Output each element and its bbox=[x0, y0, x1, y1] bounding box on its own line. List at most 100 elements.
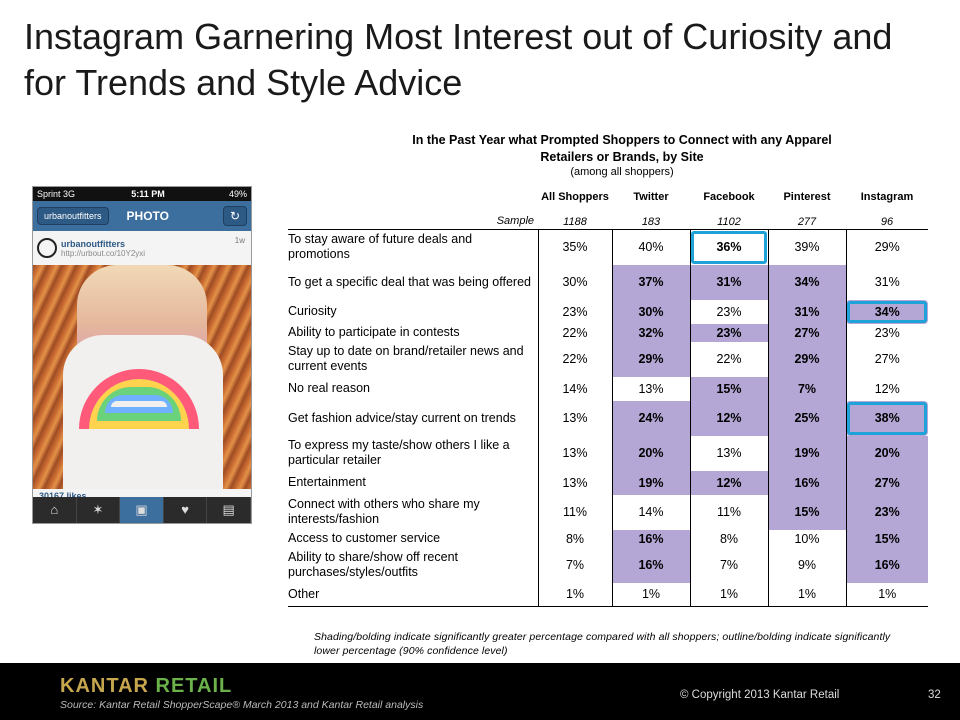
table-cell: 23% bbox=[537, 299, 612, 324]
column-header: Twitter bbox=[633, 191, 669, 203]
slide-title: Instagram Garnering Most Interest out of… bbox=[24, 16, 893, 103]
row-label: Curiosity bbox=[288, 304, 337, 318]
table-cell: 22% bbox=[689, 341, 768, 377]
row-label: No real reason bbox=[288, 381, 370, 395]
column-header: Pinterest bbox=[783, 191, 831, 203]
logo-text-kantar: KANTAR bbox=[60, 675, 149, 697]
table-row: Curiosity 23% 30% 23% 31% 34% bbox=[288, 299, 928, 324]
table-cell-high: 31% bbox=[689, 264, 768, 300]
table-cell: 11% bbox=[689, 494, 768, 530]
table-cell-high: 32% bbox=[611, 323, 690, 342]
column-header: Instagram bbox=[860, 191, 914, 203]
table-cell: 14% bbox=[611, 494, 690, 530]
table-cell: 10% bbox=[767, 529, 846, 548]
row-label: Stay up to date on brand/retailer news a… bbox=[288, 344, 524, 373]
row-label: Ability to share/show off recent purchas… bbox=[288, 550, 458, 579]
page-number: 32 bbox=[928, 689, 941, 701]
carrier-label: Sprint 3G bbox=[37, 189, 76, 199]
table-cell-high: 31% bbox=[767, 299, 846, 324]
table-row: To stay aware of future deals and promot… bbox=[288, 229, 928, 265]
kantar-retail-logo: KANTAR RETAIL bbox=[60, 675, 232, 698]
table-cell: 1% bbox=[611, 582, 690, 607]
table-row: Other 1% 1% 1% 1% 1% bbox=[288, 582, 928, 607]
table-cell: 27% bbox=[845, 341, 928, 377]
table-cell: 22% bbox=[537, 341, 612, 377]
table-cell: 1% bbox=[767, 582, 846, 607]
table-cell-high: 19% bbox=[767, 435, 846, 471]
table-cell: 12% bbox=[845, 376, 928, 401]
sample-label: Sample bbox=[288, 214, 538, 230]
row-label: Get fashion advice/stay current on trend… bbox=[288, 410, 516, 425]
table-cell-high: 27% bbox=[845, 470, 928, 495]
table-cell-high: 34% bbox=[767, 264, 846, 300]
table-cell: 14% bbox=[537, 376, 612, 401]
survey-question-title: In the Past Year what Prompted Shoppers … bbox=[412, 133, 832, 164]
screen-title: PHOTO bbox=[126, 209, 169, 223]
table-cell-high: 15% bbox=[689, 376, 768, 401]
table-row: No real reason 14% 13% 15% 7% 12% bbox=[288, 376, 928, 401]
table-cell: 7% bbox=[689, 547, 768, 583]
sample-row: Sample 1188 183 1102 277 96 bbox=[288, 214, 928, 230]
row-label: To get a specific deal that was being of… bbox=[288, 274, 531, 289]
table-cell: 96 bbox=[846, 214, 928, 230]
table-row: Get fashion advice/stay current on trend… bbox=[288, 400, 928, 436]
table-cell-high: 30% bbox=[611, 299, 690, 324]
table-cell: 30% bbox=[537, 264, 612, 300]
column-header: Facebook bbox=[703, 191, 755, 203]
post-photo bbox=[33, 265, 251, 489]
phone-tab-bar: ⌂ ✶ ▣ ♥ ▤ bbox=[33, 497, 251, 523]
table-row: Stay up to date on brand/retailer news a… bbox=[288, 341, 928, 377]
table-cell-high-outlined: 34% bbox=[845, 299, 928, 324]
table-cell-high: 16% bbox=[611, 547, 690, 583]
table-row: Ability to participate in contests 22% 3… bbox=[288, 323, 928, 342]
table-cell-high: 37% bbox=[611, 264, 690, 300]
table-cell: 13% bbox=[537, 400, 612, 436]
table-cell: 9% bbox=[767, 547, 846, 583]
table-cell: 1% bbox=[537, 582, 612, 607]
table-cell: 1% bbox=[689, 582, 768, 607]
row-label: Entertainment bbox=[288, 475, 366, 489]
table-cell: 8% bbox=[537, 529, 612, 548]
post-username: urbanoutfitters bbox=[61, 238, 125, 249]
table-cell: 13% bbox=[537, 470, 612, 495]
refresh-icon: ↻ bbox=[223, 206, 247, 226]
table-cell: 1102 bbox=[690, 214, 768, 230]
table-cell-high: 20% bbox=[611, 435, 690, 471]
table-cell-high: 24% bbox=[611, 400, 690, 436]
survey-data-table: All Shoppers Twitter Facebook Pinterest … bbox=[288, 180, 928, 607]
table-cell: 13% bbox=[689, 435, 768, 471]
table-cell-high: 29% bbox=[611, 341, 690, 377]
table-cell-high: 25% bbox=[767, 400, 846, 436]
table-cell-high: 12% bbox=[689, 470, 768, 495]
table-cell: 31% bbox=[845, 264, 928, 300]
row-label: Connect with others who share my interes… bbox=[288, 497, 480, 526]
table-cell-high: 23% bbox=[689, 323, 768, 342]
table-row: Access to customer service 8% 16% 8% 10%… bbox=[288, 529, 928, 548]
table-row: Entertainment 13% 19% 12% 16% 27% bbox=[288, 470, 928, 495]
battery-label: 49% bbox=[228, 189, 247, 199]
table-cell-high-outlined: 38% bbox=[845, 400, 928, 436]
slide-footer: KANTAR RETAIL Source: Kantar Retail Shop… bbox=[0, 663, 960, 720]
table-cell: 23% bbox=[689, 299, 768, 324]
instagram-phone-screenshot: Sprint 3G 5:11 PM 49% urbanoutfitters PH… bbox=[32, 186, 252, 524]
table-row: To express my taste/show others I like a… bbox=[288, 435, 928, 471]
table-cell-high: 27% bbox=[767, 323, 846, 342]
table-cell-high: 16% bbox=[611, 529, 690, 548]
table-footnote: Shading/bolding indicate significantly g… bbox=[314, 631, 891, 657]
copyright-notice: © Copyright 2013 Kantar Retail bbox=[680, 689, 840, 701]
post-header: urbanoutfitters http://urbout.co/10Y2yxi… bbox=[33, 231, 251, 265]
table-cell: 11% bbox=[537, 494, 612, 530]
phone-nav-bar: urbanoutfitters PHOTO ↻ bbox=[33, 201, 251, 231]
avatar bbox=[37, 238, 57, 258]
logo-text-retail: RETAIL bbox=[155, 675, 233, 697]
post-age: 1w bbox=[234, 236, 245, 245]
table-cell-high: 20% bbox=[845, 435, 928, 471]
table-cell-high: 16% bbox=[845, 547, 928, 583]
table-cell-high: 19% bbox=[611, 470, 690, 495]
table-cell: 8% bbox=[689, 529, 768, 548]
row-label: To stay aware of future deals and promot… bbox=[288, 232, 473, 262]
table-cell: 13% bbox=[611, 376, 690, 401]
back-button: urbanoutfitters bbox=[37, 207, 109, 225]
table-cell: 35% bbox=[537, 229, 612, 265]
phone-status-bar: Sprint 3G 5:11 PM 49% bbox=[33, 187, 251, 201]
